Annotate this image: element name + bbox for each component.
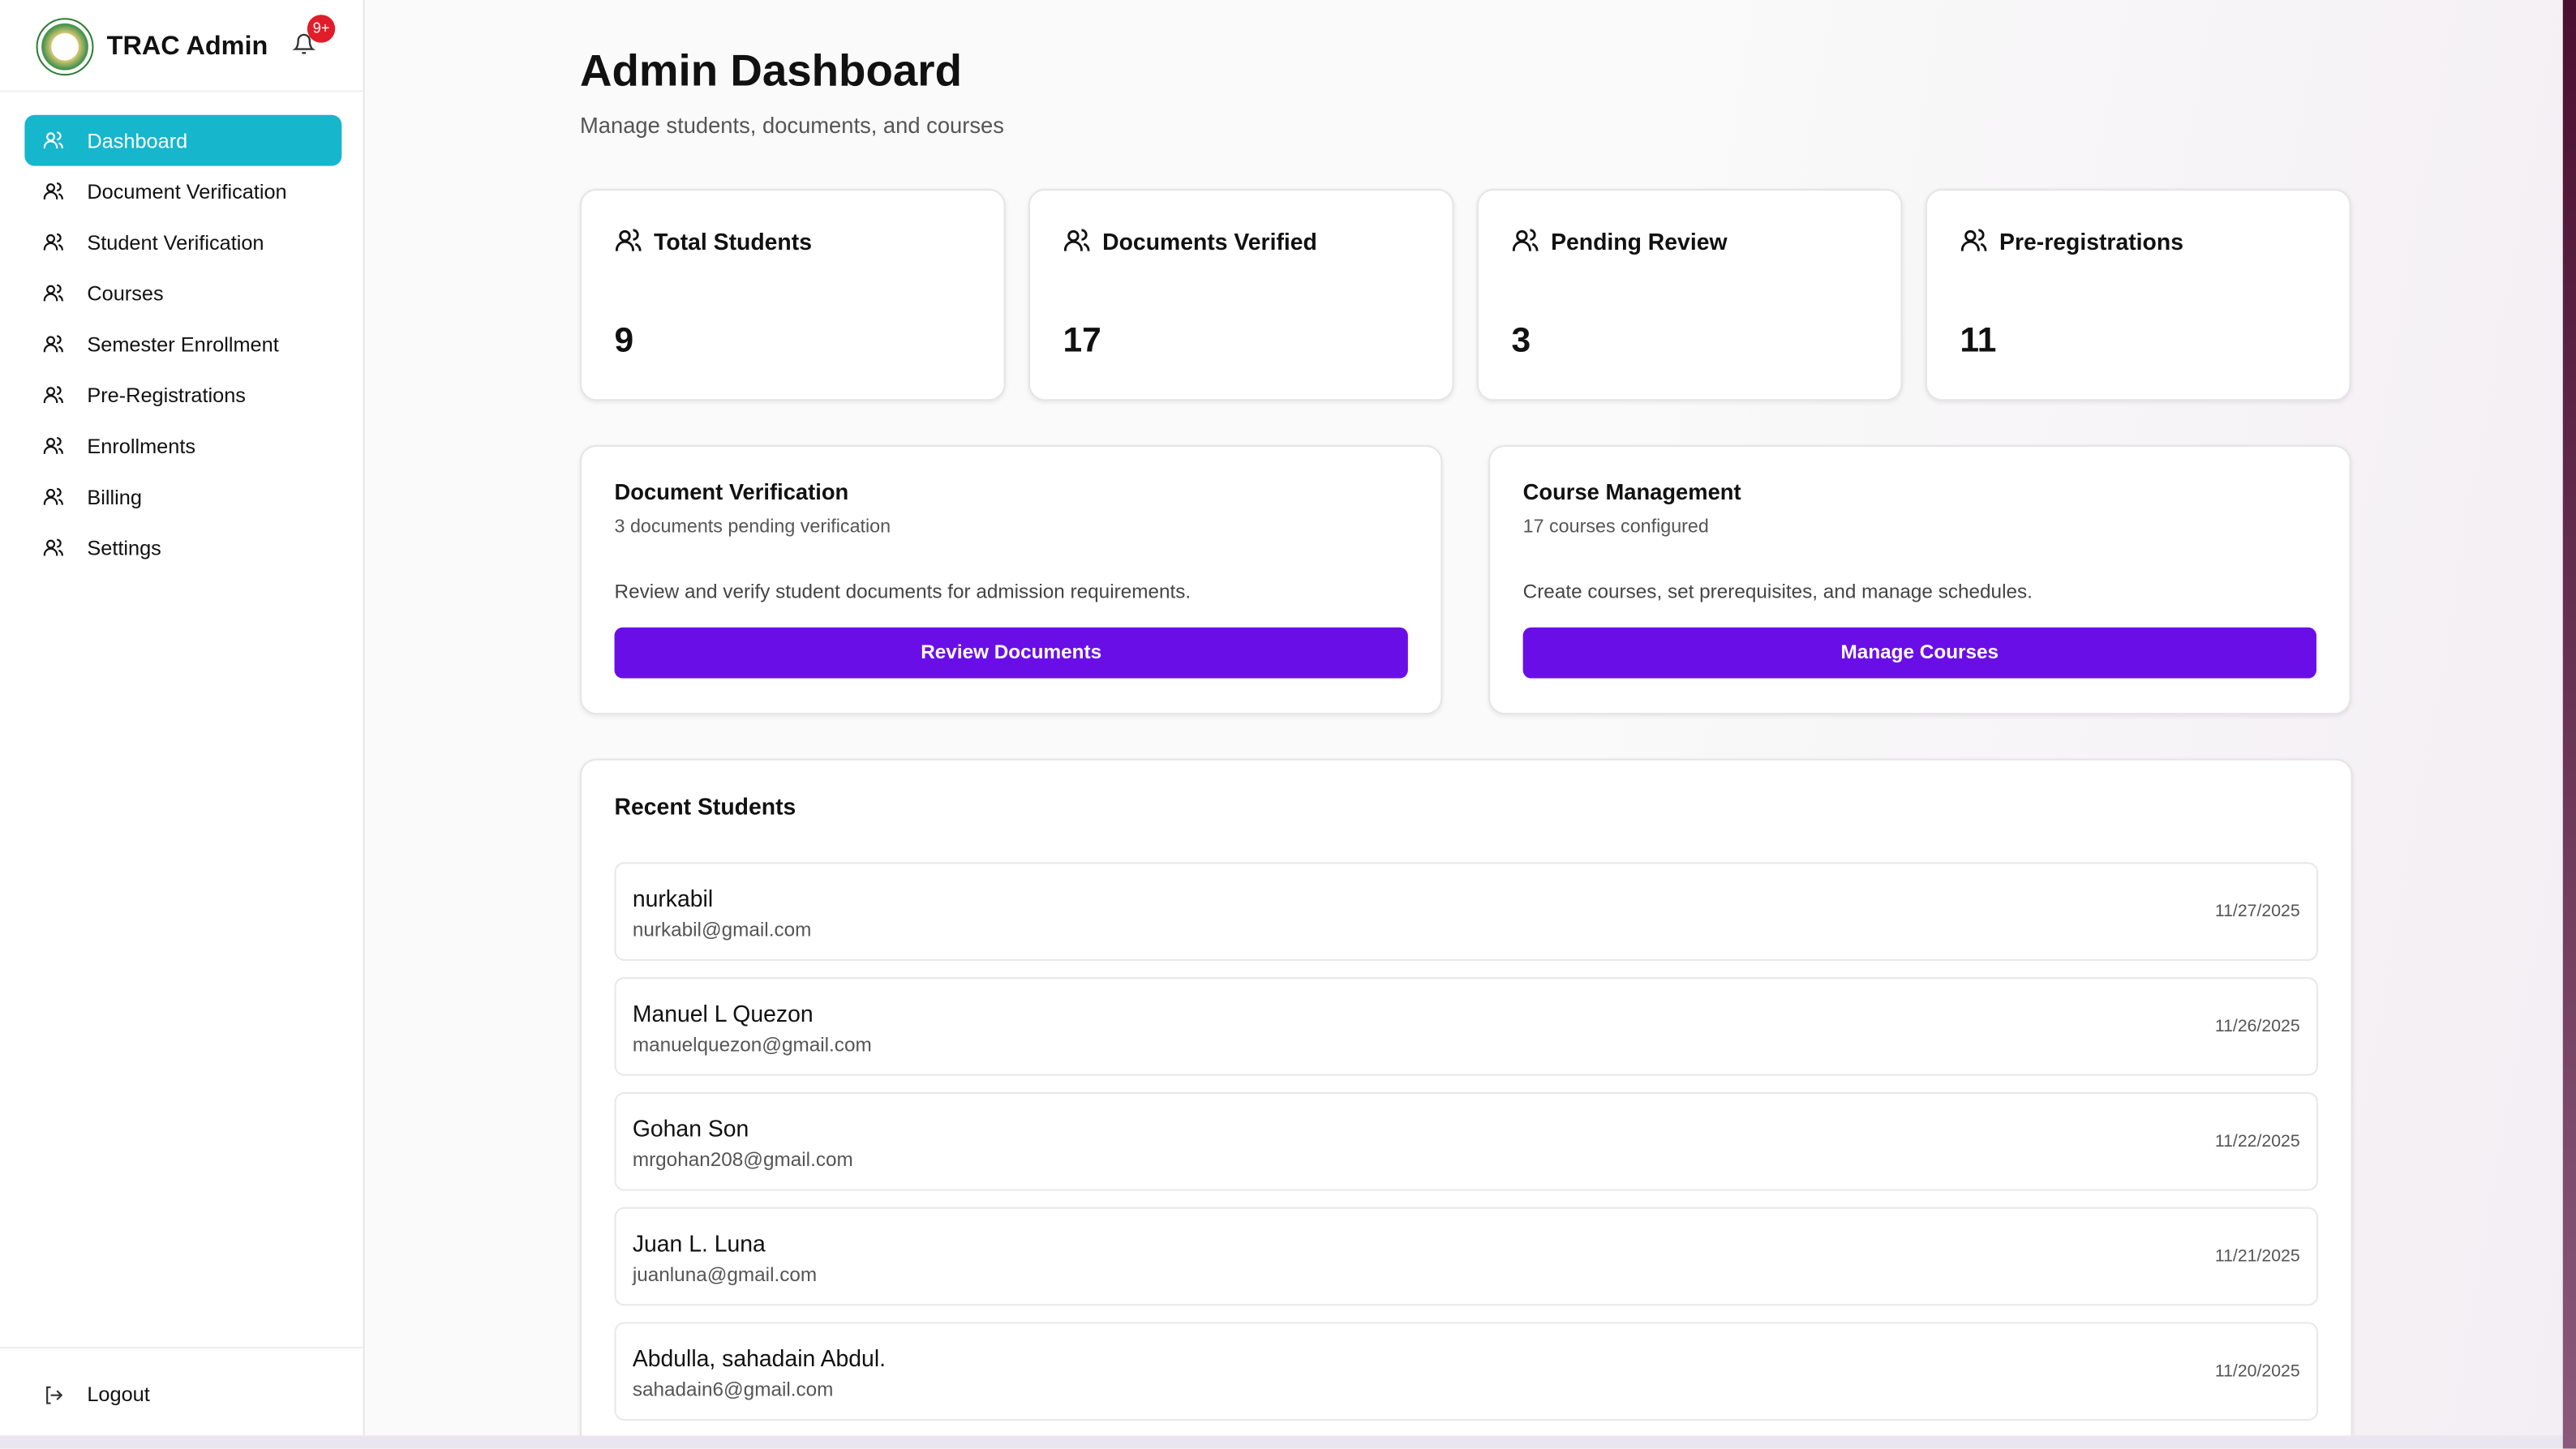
sidebar: TRAC Admin 9+ Dashboard Document Verifica…	[0, 0, 365, 1436]
nav-label: Pre-Registrations	[87, 383, 246, 407]
student-date: 11/20/2025	[2214, 1361, 2300, 1382]
card-button[interactable]: Manage Courses	[1522, 627, 2316, 679]
recent-students: Recent Students nurkabil nurkabil@gmail.c…	[580, 758, 2353, 1449]
scrollbar	[0, 1435, 2563, 1449]
stat-header: Pre-registrations	[1960, 227, 2183, 255]
nav-label: Semester Enrollment	[87, 332, 279, 356]
nav-item[interactable]: Enrollments	[24, 421, 341, 472]
nav-label: Document Verification	[87, 179, 287, 204]
stat-label: Pre-registrations	[1999, 227, 2183, 254]
student-row[interactable]: Manuel L Quezon manuelquezon@gmail.com 11/…	[614, 977, 2318, 1076]
stat-card: Total Students 9	[580, 188, 1006, 401]
brand-name: TRAC Admin	[106, 32, 268, 60]
page-subtitle: Manage students, documents, and courses	[580, 113, 1004, 139]
logo	[36, 18, 94, 76]
student-email: juanluna@gmail.com	[632, 1263, 818, 1286]
card-title: Document Verification	[614, 479, 849, 504]
nav-item[interactable]: Dashboard	[24, 114, 342, 166]
nav-label: Student Verification	[87, 230, 264, 254]
nav-item[interactable]: Settings	[24, 522, 341, 573]
student-date: 11/27/2025	[2214, 902, 2300, 922]
student-name: Manuel L Quezon	[632, 1000, 814, 1027]
card-button[interactable]: Review Documents	[614, 627, 1408, 679]
card-description: Create courses, set prerequisites, and m…	[1522, 580, 2033, 603]
stat-label: Documents Verified	[1102, 227, 1317, 254]
student-name: Abdulla, sahadain Abdul.	[632, 1344, 887, 1372]
stat-label: Total Students	[654, 227, 812, 254]
stat-card: Documents Verified 17	[1028, 188, 1454, 401]
card-description: Review and verify student documents for …	[614, 580, 1191, 603]
card-subtitle: 17 courses configured	[1522, 517, 1709, 538]
divider	[0, 90, 363, 92]
window-edge	[2562, 0, 2576, 1449]
nav-label: Courses	[87, 281, 164, 305]
nav: Dashboard Document Verification Student Ve…	[24, 114, 342, 573]
nav-item[interactable]: Pre-Registrations	[24, 370, 341, 421]
student-row[interactable]: Gohan Son mrgohan208@gmail.com 11/22/2025	[614, 1091, 2318, 1191]
student-row[interactable]: nurkabil nurkabil@gmail.com 11/27/2025	[614, 862, 2318, 961]
nav-label: Billing	[87, 485, 142, 508]
nav-label: Settings	[87, 536, 161, 559]
stat-card: Pre-registrations 11	[1925, 188, 2351, 401]
section-title: Recent Students	[614, 793, 796, 820]
stat-label: Pending Review	[1551, 227, 1728, 254]
card-title: Course Management	[1522, 479, 1741, 504]
student-date: 11/22/2025	[2214, 1131, 2300, 1151]
student-email: manuelquezon@gmail.com	[632, 1033, 872, 1057]
student-email: mrgohan208@gmail.com	[632, 1147, 853, 1172]
nav-item[interactable]: Courses	[24, 268, 341, 319]
student-row[interactable]: Abdulla, sahadain Abdul. sahadain6@gmail.…	[614, 1322, 2318, 1421]
card-subtitle: 3 documents pending verification	[614, 517, 891, 538]
student-name: Juan L. Luna	[632, 1230, 766, 1257]
student-email: sahadain6@gmail.com	[632, 1378, 834, 1401]
stat-value: 3	[1511, 321, 1531, 360]
stat-value: 17	[1063, 321, 1101, 360]
divider	[0, 1346, 363, 1348]
stat-card: Pending Review 3	[1476, 188, 1903, 401]
stat-header: Documents Verified	[1063, 227, 1317, 255]
student-date: 11/26/2025	[2214, 1016, 2300, 1037]
logout-label: Logout	[87, 1383, 150, 1406]
nav-label: Enrollments	[87, 434, 196, 458]
action-card: Course Management 17 courses configured Cr…	[1488, 444, 2351, 715]
logout[interactable]: Logout	[43, 1383, 150, 1406]
brand: TRAC Admin	[36, 18, 268, 76]
nav-item[interactable]: Semester Enrollment	[24, 319, 341, 370]
stat-value: 9	[614, 321, 634, 360]
notification-bell[interactable]	[292, 33, 316, 56]
page-title: Admin Dashboard	[580, 45, 962, 96]
notification-badge: 9+	[307, 15, 336, 43]
stat-header: Total Students	[615, 227, 812, 255]
student-row[interactable]: Juan L. Luna juanluna@gmail.com 11/21/2025	[614, 1207, 2318, 1306]
action-card: Document Verification 3 documents pending…	[580, 444, 1443, 715]
nav-label: Dashboard	[87, 129, 188, 152]
student-email: nurkabil@gmail.com	[632, 918, 812, 941]
nav-item[interactable]: Document Verification	[24, 166, 341, 217]
student-date: 11/21/2025	[2214, 1246, 2300, 1267]
nav-item[interactable]: Student Verification	[24, 216, 341, 268]
nav-item[interactable]: Billing	[24, 471, 341, 522]
student-name: Gohan Son	[632, 1115, 749, 1142]
stat-header: Pending Review	[1511, 227, 1728, 255]
stat-value: 11	[1960, 321, 1997, 360]
student-name: nurkabil	[632, 885, 714, 912]
